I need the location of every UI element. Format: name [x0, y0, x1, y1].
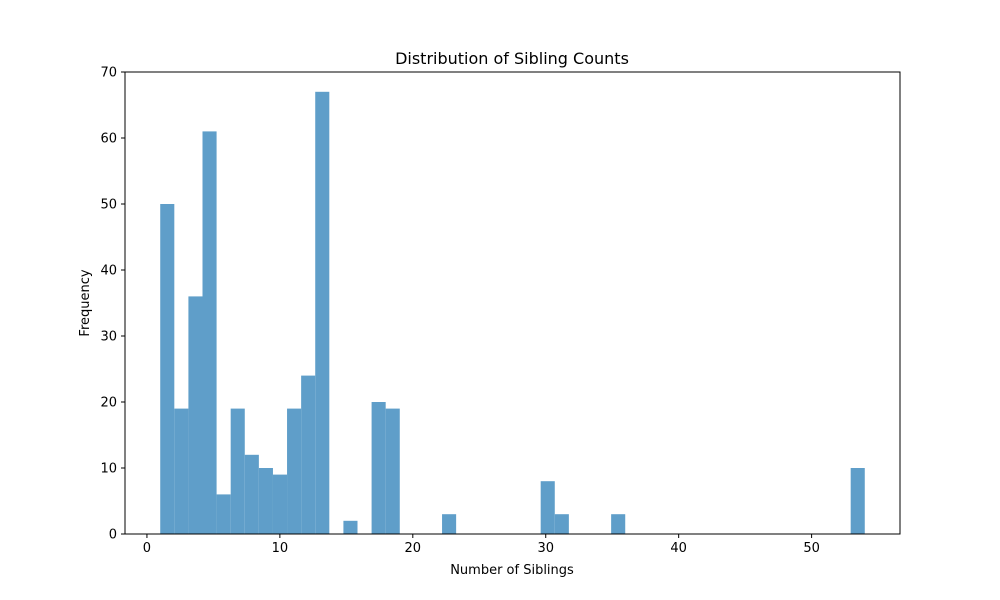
- x-tick-label: 0: [143, 541, 151, 556]
- x-tick-label: 20: [405, 541, 422, 556]
- histogram-bar: [244, 454, 259, 534]
- x-axis-label: Number of Siblings: [450, 563, 574, 578]
- y-tick-label: 70: [100, 66, 117, 81]
- bars-group: [160, 91, 865, 535]
- histogram-bar: [216, 494, 231, 534]
- histogram-bar: [258, 468, 273, 534]
- histogram-bar: [230, 408, 245, 534]
- histogram-bar: [160, 204, 175, 534]
- histogram-bar: [315, 91, 330, 535]
- x-tick-label: 50: [803, 541, 820, 556]
- histogram-bar: [611, 514, 626, 534]
- histogram-bar: [540, 481, 555, 534]
- histogram-bar: [174, 408, 189, 534]
- chart-title: Distribution of Sibling Counts: [395, 49, 629, 68]
- y-tick-label: 20: [100, 396, 117, 411]
- y-tick-label: 40: [100, 264, 117, 279]
- plot-frame: [124, 71, 901, 535]
- histogram-bar: [850, 468, 865, 534]
- histogram-bar: [188, 296, 203, 534]
- x-tick-label: 40: [670, 541, 687, 556]
- x-tick-label: 10: [272, 541, 289, 556]
- histogram-bar: [371, 402, 386, 534]
- x-tick-label: 30: [537, 541, 554, 556]
- x-axis-ticks: 0 10 20 30 40 50: [143, 534, 820, 556]
- histogram-bar: [202, 131, 217, 534]
- histogram-bar: [442, 514, 457, 534]
- y-tick-label: 30: [100, 330, 117, 345]
- histogram-bar: [287, 408, 302, 534]
- histogram-bar: [301, 375, 316, 534]
- y-tick-label: 60: [100, 132, 117, 147]
- histogram-bar: [554, 514, 569, 534]
- y-tick-label: 0: [109, 528, 117, 543]
- histogram-bar: [272, 474, 288, 534]
- histogram-bar: [385, 408, 400, 534]
- y-axis-ticks: 0 10 20 30 40 50 60 70: [100, 66, 125, 543]
- y-tick-label: 50: [100, 198, 117, 213]
- y-axis-label: Frequency: [78, 269, 93, 336]
- histogram-bar: [343, 520, 358, 534]
- y-tick-label: 10: [100, 462, 117, 477]
